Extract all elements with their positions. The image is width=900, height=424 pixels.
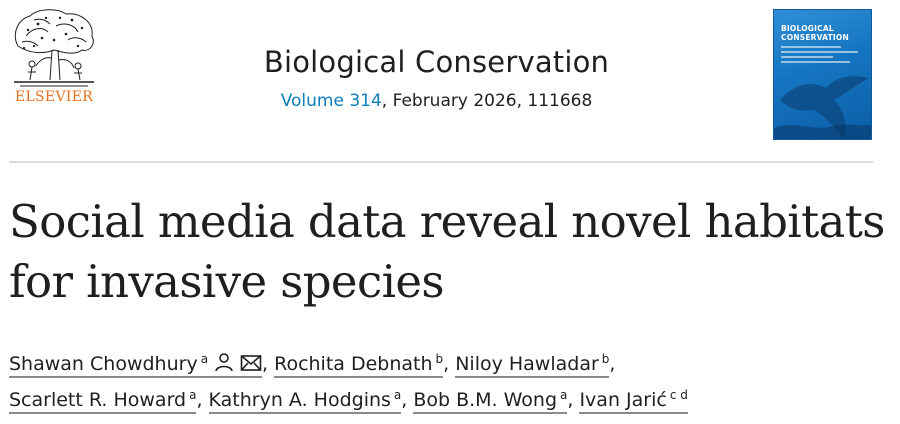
author-link[interactable]: Shawan Chowdhury a (9, 351, 263, 378)
cover-bird-illustration-icon (774, 76, 871, 139)
author-link[interactable]: Bob B.M. Wong a (413, 387, 568, 414)
author-affiliation: b (435, 351, 444, 366)
author-line-1: Shawan Chowdhury a, Rochita Debnath b, Niloy… (9, 346, 889, 382)
author-link[interactable]: Ivan Jarić c d (579, 387, 688, 414)
article-title: Social media data reveal novel habitats … (9, 195, 885, 308)
author-name: Scarlett R. Howard (9, 389, 187, 411)
journal-cover-thumbnail[interactable]: BIOLOGICAL CONSERVATION (773, 9, 872, 140)
author-list: Shawan Chowdhury a, Rochita Debnath b, Niloy… (9, 346, 889, 418)
author-line-2: Scarlett R. Howard a, Kathryn A. Hodgins a,… (9, 382, 889, 418)
author-name: Bob B.M. Wong (413, 389, 558, 411)
author-name: Niloy Hawladar (455, 353, 599, 375)
author-name: Kathryn A. Hodgins (208, 389, 391, 411)
author-affiliation: b (601, 351, 610, 366)
author-link[interactable]: Rochita Debnath b (274, 351, 444, 378)
citation-line: Volume 314, February 2026, 111668 (200, 90, 673, 112)
publisher-name: ELSEVIER (14, 89, 94, 105)
elsevier-logo[interactable] (8, 6, 100, 110)
author-name: Shawan Chowdhury (9, 353, 198, 375)
envelope-icon (240, 355, 262, 371)
elsevier-tree-icon (14, 9, 94, 87)
cover-journal-title: BIOLOGICAL CONSERVATION (781, 24, 849, 42)
cover-text-lines (781, 46, 867, 66)
author-name: Ivan Jarić (579, 389, 667, 411)
person-icon (215, 353, 233, 372)
author-link[interactable]: Niloy Hawladar b (455, 351, 610, 378)
author-link[interactable]: Kathryn A. Hodgins a (208, 387, 402, 414)
author-affiliation: a (189, 387, 197, 402)
author-name: Rochita Debnath (274, 353, 433, 375)
author-affiliation: a (393, 387, 402, 402)
volume-link[interactable]: Volume 314 (280, 91, 382, 111)
author-link[interactable]: Scarlett R. Howard a (9, 387, 197, 414)
author-affiliation: a (560, 387, 568, 402)
author-affiliation: c d (669, 387, 688, 402)
author-affiliation: a (200, 351, 209, 366)
journal-title-link[interactable]: Biological Conservation (263, 45, 610, 79)
journal-header: Biological Conservation Volume 314, Febr… (200, 42, 673, 112)
citation-details: , February 2026, 111668 (381, 91, 593, 111)
header-divider (9, 161, 873, 163)
